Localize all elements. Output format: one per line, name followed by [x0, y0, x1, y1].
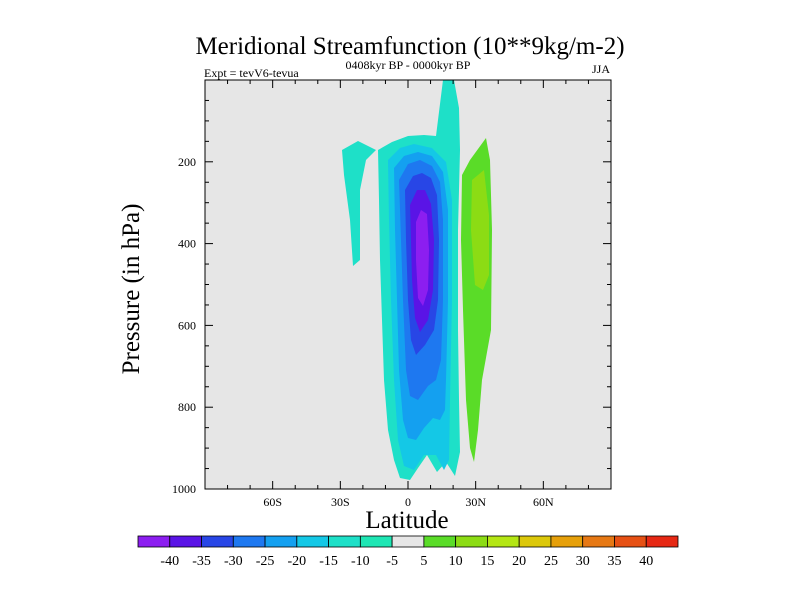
- period-label: 0408kyr BP - 0000kyr BP: [346, 58, 471, 72]
- contour-north-cell-15: [471, 170, 489, 290]
- colorbar-label: -10: [351, 554, 370, 569]
- colorbar-swatch: [455, 535, 488, 548]
- colorbar-swatch: [359, 535, 393, 548]
- colorbar-swatch: [296, 535, 329, 548]
- colorbar-label: -40: [160, 554, 179, 569]
- colorbar-swatch: [328, 535, 361, 548]
- colorbar-swatch: [614, 535, 647, 548]
- colorbar-swatch: [201, 535, 234, 548]
- colorbar-label: 15: [480, 554, 494, 569]
- colorbar-label: 5: [420, 554, 427, 569]
- colorbar: -40 -35 -30 -25 -20 -15 -10 -5 5 10 15 20 25 30 35 40: [137, 535, 679, 569]
- colorbar-swatch: [518, 535, 552, 548]
- colorbar-label: -5: [386, 554, 398, 569]
- colorbar-swatch: [550, 535, 584, 548]
- colorbar-swatch: [169, 535, 202, 548]
- experiment-label: Expt = tevV6-tevua: [204, 66, 299, 80]
- contour-tropical-minus40: [416, 210, 429, 306]
- chart-title: Meridional Streamfunction (10**9kg/m-2): [195, 33, 624, 60]
- colorbar-label: -30: [224, 554, 243, 569]
- colorbar-label: -20: [287, 554, 306, 569]
- y-tick-label: 1000: [172, 482, 196, 496]
- x-tick-labels: 60S 30S 0 30N 60N: [263, 80, 554, 509]
- colorbar-swatch: [391, 535, 425, 548]
- y-tick-label: 400: [178, 237, 196, 251]
- x-tick-label: 30S: [331, 495, 350, 509]
- x-axis-title: Latitude: [365, 507, 448, 534]
- colorbar-label: 35: [607, 554, 621, 569]
- y-tick-label: 200: [178, 155, 196, 169]
- minor-tick-group: [205, 80, 611, 489]
- colorbar-swatch: [423, 535, 457, 548]
- colorbar-label: 20: [512, 554, 526, 569]
- contour-fill-group: [342, 80, 492, 480]
- y-tick-label: 800: [178, 400, 196, 414]
- y-tick-label: 600: [178, 318, 196, 332]
- x-tick-label: 0: [405, 495, 411, 509]
- colorbar-swatch: [487, 535, 520, 548]
- colorbar-swatch: [264, 535, 298, 548]
- colorbar-label: -25: [256, 554, 275, 569]
- colorbar-swatch: [582, 535, 615, 548]
- x-tick-label: 60N: [533, 495, 554, 509]
- x-tick-label: 30N: [465, 495, 486, 509]
- contour-south-cell-minus10: [342, 141, 376, 266]
- y-tick-labels: 200 400 600 800 1000: [172, 155, 611, 496]
- x-tick-label: 60S: [263, 495, 282, 509]
- colorbar-label: 10: [449, 554, 463, 569]
- colorbar-label: -35: [192, 554, 211, 569]
- colorbar-swatch: [232, 535, 266, 548]
- y-axis-title: Pressure (in hPa): [118, 204, 145, 375]
- colorbar-label: 25: [544, 554, 558, 569]
- colorbar-label: 40: [639, 554, 653, 569]
- colorbar-swatch: [645, 535, 679, 548]
- colorbar-swatch: [137, 535, 171, 548]
- season-label: JJA: [592, 62, 610, 76]
- colorbar-label: -15: [319, 554, 338, 569]
- colorbar-label: 30: [576, 554, 590, 569]
